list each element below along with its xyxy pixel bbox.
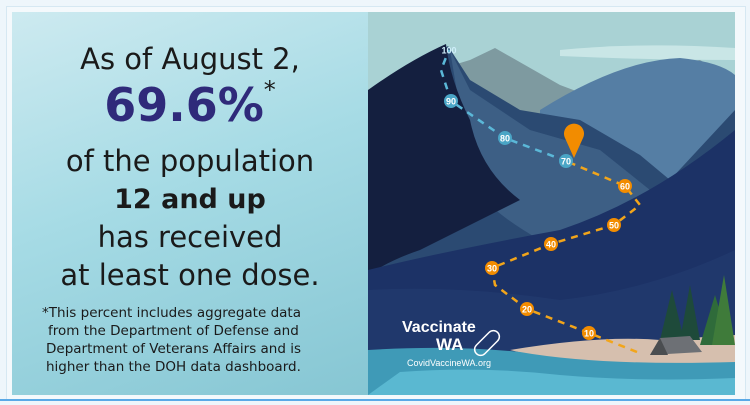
marker-label: 20 (522, 305, 532, 315)
marker-circle (520, 302, 534, 316)
marker-label: 10 (584, 329, 594, 339)
trail-marker-80: 80 (498, 131, 512, 145)
marker-label: 30 (487, 264, 497, 274)
logo-vaccinate: Vaccinate (402, 319, 476, 336)
logo-wa: WA (436, 335, 463, 354)
trail-marker-90: 90 (444, 94, 458, 108)
marker-circle (485, 261, 499, 275)
marker-label: 80 (500, 134, 510, 144)
trail-marker-30: 30 (485, 261, 499, 275)
marker-circle (544, 237, 558, 251)
lake-highlight (368, 369, 735, 395)
trail-marker-60: 60 (618, 179, 632, 193)
marker-circle (582, 326, 596, 340)
marker-circle (607, 218, 621, 232)
marker-circle (444, 94, 458, 108)
marker-label: 50 (609, 221, 619, 231)
trail-marker-40: 40 (544, 237, 558, 251)
footnote-line: *This percent includes aggregate data (42, 305, 301, 321)
headline-line: of the population (65, 144, 315, 178)
trees (660, 275, 735, 345)
tent-icon (650, 336, 702, 355)
trail-marker-20: 20 (520, 302, 534, 316)
marker-circle (498, 131, 512, 145)
marker-circle (618, 179, 632, 193)
trail-marker-100: 100 (441, 46, 456, 56)
footnote: *This percent includes aggregate data fr… (42, 304, 362, 376)
trail-marker-70: 70 (559, 154, 573, 168)
percent-value: 69.6% (104, 78, 264, 132)
divider (0, 399, 750, 401)
footnote-line: from the Department of Defense and (48, 323, 299, 339)
cloud (560, 45, 735, 60)
dark-peak (368, 44, 520, 275)
location-pin-icon (564, 123, 584, 158)
headline-line: has received (97, 220, 283, 254)
footnote-line: higher than the DOH data dashboard. (46, 359, 301, 375)
headline-line: at least one dose. (60, 258, 320, 292)
marker-label: 100 (441, 46, 456, 56)
marker-label: 60 (620, 182, 630, 192)
marker-circle (559, 154, 573, 168)
headline-date: As of August 2, (80, 42, 300, 76)
vaccination-percent: 69.6%* (12, 76, 368, 132)
text-panel: As of August 2, 69.6%* of the population… (12, 12, 368, 395)
mountain-illustration: 100 90 80 70 60 50 40 30 20 10 Vaccinate WA Covid… (368, 12, 735, 395)
trail-marker-50: 50 (607, 218, 621, 232)
bandage-icon (473, 329, 501, 357)
asterisk: * (263, 76, 276, 104)
trail-completed (490, 159, 642, 354)
logo-url: CovidVaccineWA.org (407, 358, 491, 368)
headline-age: 12 and up (114, 184, 266, 215)
marker-label: 70 (561, 157, 571, 167)
marker-label: 90 (446, 97, 456, 107)
footnote-line: Department of Veterans Affairs and is (46, 341, 301, 357)
marker-label: 40 (546, 240, 556, 250)
trail-marker-10: 10 (582, 326, 596, 340)
